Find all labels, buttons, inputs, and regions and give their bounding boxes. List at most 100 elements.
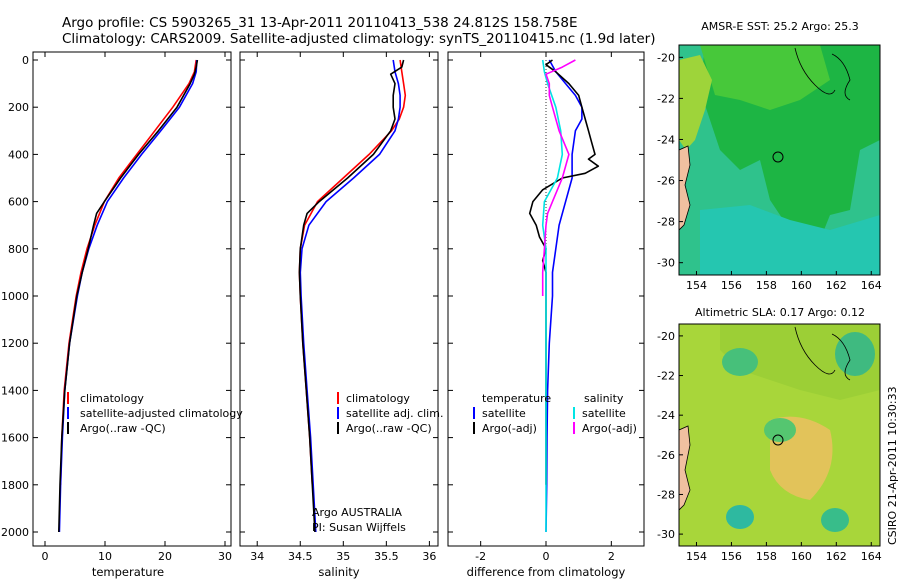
sst-map-cool-south <box>700 205 880 275</box>
x-tick-label: 10 <box>98 550 112 563</box>
map-y-tick-label: -28 <box>657 216 675 229</box>
map-x-tick-label: 162 <box>826 550 847 563</box>
map-y-tick-label: -22 <box>657 370 675 383</box>
difference-panel: -2 0 2 difference from climatology tempera… <box>447 51 645 579</box>
sst-map-panel: AMSR-E SST: 25.2 Argo: 25.3 154 156 158 160… <box>657 20 882 292</box>
map-x-tick-label: 162 <box>826 279 847 292</box>
map-y-tick-label: -30 <box>657 528 675 541</box>
difference-legend: temperature salinity satellite Argo(-adj… <box>473 392 637 435</box>
difference-xlabel: difference from climatology <box>467 565 626 579</box>
sla-map-coastline <box>794 326 851 381</box>
map-y-tick-label: -28 <box>657 488 675 501</box>
y-tick-label: 1000 <box>1 290 29 303</box>
y-tick-label: 400 <box>8 148 29 161</box>
sla-map-float-position <box>772 434 784 446</box>
timestamp-label: CSIRO 21-Apr-2011 10:30:33 <box>886 386 899 545</box>
map-x-tick-label: 156 <box>721 550 742 563</box>
sla-map-panel: Altimetric SLA: 0.17 Argo: 0.12 154 156 15… <box>657 306 882 563</box>
sla-map-low-eddy-north <box>722 348 758 376</box>
map-y-tick-label: -20 <box>657 51 675 64</box>
x-tick-label: 2 <box>608 550 615 563</box>
x-tick-label: 35 <box>336 550 350 563</box>
y-tick-label: 1400 <box>1 384 29 397</box>
series-line-satellite <box>541 59 564 532</box>
x-tick-label: 35.5 <box>374 550 399 563</box>
salinity-legend: climatology satellite adj. clim. Argo(..… <box>337 392 443 435</box>
sla-map-ticks: 154 156 158 160 162 164 -20 -22 -24 -26 -28 -30 <box>657 330 882 563</box>
legend-label-sal-satellite: satellite <box>582 407 626 420</box>
sst-map-title: AMSR-E SST: 25.2 Argo: 25.3 <box>701 20 859 33</box>
temperature-series <box>58 59 199 533</box>
legend-label-temp-satellite: satellite <box>482 407 526 420</box>
x-tick-label: 20 <box>158 550 172 563</box>
legend-label-sal-argo: Argo(-adj) <box>582 422 637 435</box>
legend-group-temperature: temperature <box>482 392 551 405</box>
sla-map-title: Altimetric SLA: 0.17 Argo: 0.12 <box>695 306 865 319</box>
legend-label-climatology: climatology <box>346 392 410 405</box>
x-tick-label: 30 <box>218 550 232 563</box>
y-tick-label: 0 <box>22 54 29 67</box>
x-tick-label: 0 <box>42 550 49 563</box>
legend-label-satellite: satellite adj. clim. <box>346 407 443 420</box>
legend-label-satellite: satellite-adjusted climatology <box>80 407 243 420</box>
x-tick-label: 36 <box>422 550 436 563</box>
salinity-axes-frame <box>239 51 439 547</box>
x-tick-label: 34.5 <box>288 550 313 563</box>
series-line-satellite <box>545 59 583 533</box>
series-line-argo-raw-qc- <box>298 59 405 533</box>
map-x-tick-label: 154 <box>686 279 707 292</box>
map-x-tick-label: 160 <box>791 550 812 563</box>
temperature-xlabel: temperature <box>92 565 164 579</box>
sst-map-green-north <box>700 45 830 110</box>
map-x-tick-label: 156 <box>721 279 742 292</box>
sla-map-land <box>679 425 691 511</box>
legend-label-argo: Argo(..raw -QC) <box>80 422 166 435</box>
map-x-tick-label: 160 <box>791 279 812 292</box>
sla-map-low-eddy-center <box>764 418 796 442</box>
x-tick-label: 0 <box>543 550 550 563</box>
salinity-ticks: 34 34.5 35 35.5 36 <box>240 52 438 563</box>
y-tick-label: 1200 <box>1 337 29 350</box>
map-x-tick-label: 154 <box>686 550 707 563</box>
sst-map-ticks: 154 156 158 160 162 164 -20 -22 -24 -26 -28 -30 <box>657 51 882 292</box>
salinity-series <box>298 59 407 533</box>
temperature-ticks: 0 10 20 30 0 200 400 600 800 1000 1200 1400 1600 1800… <box>1 52 232 563</box>
series-line-argo-adj- <box>541 59 576 296</box>
map-x-tick-label: 164 <box>861 279 882 292</box>
y-tick-label: 1800 <box>1 479 29 492</box>
map-x-tick-label: 158 <box>756 550 777 563</box>
temperature-axes-frame <box>32 51 232 547</box>
sst-map-coastline <box>794 47 851 101</box>
sst-map-float-position <box>772 151 784 163</box>
pi-note: PI: Susan Wijffels <box>312 521 406 534</box>
map-y-tick-label: -24 <box>657 133 675 146</box>
difference-ticks: -2 0 2 <box>448 52 644 563</box>
sla-map-low-eddy-south <box>726 505 754 529</box>
figure-title-line1: Argo profile: CS 5903265_31 13-Apr-2011 … <box>62 15 578 31</box>
salinity-panel: 34 34.5 35 35.5 36 salinity climatology sate… <box>239 51 443 579</box>
series-line-satellite-adjusted-climatology <box>58 59 198 533</box>
temperature-panel: 0 10 20 30 0 200 400 600 800 1000 1200 1400 1600 1800… <box>1 51 243 579</box>
y-tick-label: 1600 <box>1 432 29 445</box>
y-tick-label: 800 <box>8 243 29 256</box>
sla-map-frame <box>678 323 881 547</box>
map-y-tick-label: -26 <box>657 449 675 462</box>
map-y-tick-label: -24 <box>657 409 675 422</box>
argo-operator-note: Argo AUSTRALIA <box>312 506 402 519</box>
sst-map-yellow-patch <box>679 55 712 150</box>
x-tick-label: 34 <box>250 550 264 563</box>
map-x-tick-label: 158 <box>756 279 777 292</box>
map-y-tick-label: -30 <box>657 257 675 270</box>
sla-map-low-eddy-east <box>835 332 875 376</box>
difference-series <box>528 59 600 533</box>
figure-title-line2: Climatology: CARS2009. Satellite-adjuste… <box>62 31 655 47</box>
sla-map-low-eddy-southeast <box>821 508 849 532</box>
map-x-tick-label: 164 <box>861 550 882 563</box>
legend-label-temp-argo: Argo(-adj) <box>482 422 537 435</box>
legend-label-argo: Argo(..raw -QC) <box>346 422 432 435</box>
series-line-satellite-adj-clim- <box>299 59 401 533</box>
series-line-argo-raw-qc- <box>58 59 199 533</box>
salinity-xlabel: salinity <box>318 565 359 579</box>
legend-group-salinity: salinity <box>584 392 624 405</box>
